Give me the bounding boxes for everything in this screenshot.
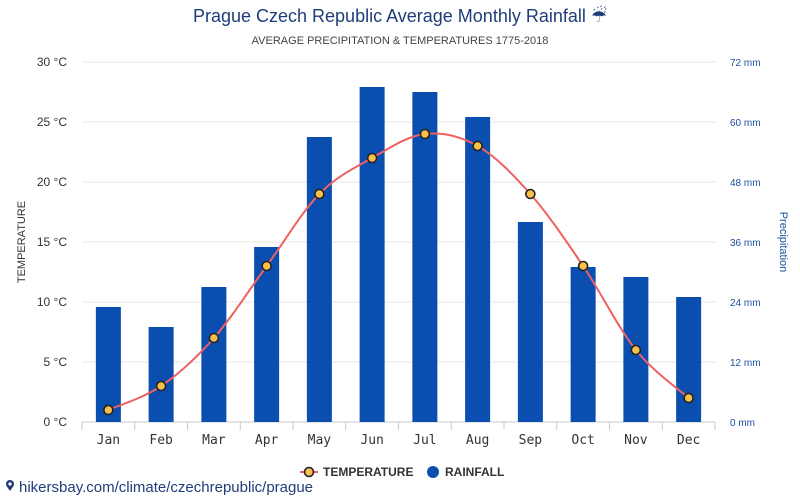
y-right-tick-label: 12 mm: [730, 358, 761, 369]
temperature-point: [103, 404, 114, 416]
rainfall-bar: [306, 137, 332, 422]
y-tick-label: 5 °C: [44, 355, 68, 369]
rainfall-bar: [412, 92, 438, 422]
chart-title: Prague Czech Republic Average Monthly Ra…: [0, 6, 800, 27]
x-tick-label: Jul: [413, 433, 436, 448]
y-tick-label: 20 °C: [37, 175, 67, 189]
y-right-tick-label: 24 mm: [730, 298, 761, 309]
temperature-point: [577, 260, 589, 272]
x-tick-label: Feb: [149, 433, 173, 448]
x-tick-label: Nov: [624, 433, 648, 448]
y-right-axis-title: Precipitation: [777, 212, 789, 273]
temperature-line: [107, 132, 690, 411]
rainfall-bar: [465, 117, 491, 422]
y-tick-label: 10 °C: [37, 295, 67, 309]
temperature-point: [261, 260, 272, 272]
legend-rainfall-label: RAINFALL: [445, 465, 504, 479]
y-right-tick-label: 36 mm: [730, 238, 761, 249]
rainfall-bar: [517, 222, 543, 422]
y-tick-label: 15 °C: [37, 235, 67, 249]
x-tick-label: Dec: [677, 433, 700, 448]
temperature-point: [155, 380, 167, 392]
temperature-point: [472, 140, 483, 152]
x-tick-label: Sep: [519, 433, 543, 448]
temperature-point: [366, 152, 378, 164]
temperature-point: [683, 392, 694, 404]
source-link-text: hikersbay.com/climate/czechrepublic/prag…: [19, 479, 314, 496]
x-tick-label: Apr: [255, 433, 279, 448]
temperature-point: [525, 188, 536, 200]
rainfall-bar: [95, 307, 121, 422]
source-link[interactable]: hikersbay.com/climate/czechrepublic/prag…: [4, 479, 313, 496]
chart-subtitle: AVERAGE PRECIPITATION & TEMPERATURES 177…: [251, 35, 549, 47]
y-axis-title: TEMPERATURE: [16, 201, 28, 283]
legend-temperature-label: TEMPERATURE: [323, 465, 413, 479]
x-tick-label: Oct: [571, 433, 594, 448]
temperature-point: [314, 188, 325, 200]
y-right-tick-label: 60 mm: [730, 118, 761, 129]
x-tick-label: May: [308, 433, 332, 448]
x-tick-label: Jan: [97, 433, 120, 448]
temperature-point: [630, 344, 642, 356]
chart-title-text: Prague Czech Republic Average Monthly Ra…: [192, 6, 586, 26]
legend-temperature-marker: [303, 466, 315, 478]
x-tick-label: Jun: [360, 433, 383, 448]
location-pin-icon: [4, 480, 16, 493]
rainfall-bar: [201, 287, 227, 422]
y-right-tick-label: 72 mm: [730, 58, 761, 69]
y-right-tick-label: 48 mm: [730, 178, 761, 189]
y-tick-label: 25 °C: [37, 115, 67, 129]
rainfall-bar: [148, 327, 174, 422]
temperature-point: [419, 128, 431, 140]
legend-rainfall-marker: [427, 466, 439, 478]
rainfall-bar: [359, 87, 385, 422]
rainfall-bar: [254, 247, 280, 422]
y-right-tick-label: 0 mm: [730, 418, 755, 429]
y-tick-label: 30 °C: [37, 55, 67, 69]
rainfall-bar: [570, 267, 596, 422]
temperature-point: [208, 332, 220, 344]
x-tick-label: Aug: [466, 433, 489, 448]
umbrella-icon: ☔: [590, 6, 608, 26]
y-tick-label: 0 °C: [44, 415, 68, 429]
x-tick-label: Mar: [202, 433, 226, 448]
